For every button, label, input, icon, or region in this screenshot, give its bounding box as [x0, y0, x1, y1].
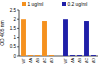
y-tick-label: 0.5 — [10, 44, 17, 49]
y-tick — [17, 37, 19, 38]
y-tick-label: 0 — [13, 54, 16, 59]
x-tick-label: WT — [22, 57, 26, 63]
bar — [77, 55, 82, 56]
bar — [21, 19, 26, 56]
bar — [35, 55, 40, 56]
y-label: OD 405 nm — [0, 20, 5, 46]
x-tick-label: WT — [64, 57, 68, 63]
y-tick — [17, 46, 19, 47]
x-tick-label: ΔC — [43, 58, 47, 63]
y-tick — [17, 28, 19, 29]
y-tick — [17, 19, 19, 20]
bar — [91, 55, 96, 56]
bar — [84, 21, 89, 56]
y-tick-label: 2.5 — [10, 8, 17, 13]
bar — [63, 19, 68, 56]
bar — [70, 55, 75, 56]
x-tick-label: ΔC — [85, 58, 89, 63]
x-tick-label: ΔA — [29, 57, 33, 62]
chart: 00.511.522.5OD 405 nmWTΔAΔBΔCΔDWTΔAΔBΔCΔ… — [0, 0, 100, 82]
legend-label: 0.2 ug/ml — [68, 2, 88, 7]
x-tick-label: ΔD — [92, 58, 96, 63]
x-tick-label: ΔB — [36, 57, 40, 62]
x-tick-label: ΔB — [78, 57, 82, 62]
legend-swatch — [62, 2, 66, 6]
y-tick-label: 1 — [13, 35, 16, 40]
y-axis — [19, 10, 20, 56]
bars — [21, 19, 96, 56]
x-tick-label: ΔD — [50, 58, 54, 63]
legend-swatch — [22, 2, 26, 6]
y-tick — [17, 10, 19, 11]
y-tick — [17, 56, 19, 57]
y-tick-label: 1.5 — [10, 26, 17, 31]
legend-label: 1 ug/ml — [28, 2, 44, 7]
x-tick-label: ΔA — [71, 57, 75, 62]
bar — [42, 21, 47, 56]
y-tick-label: 2 — [13, 17, 16, 22]
bar — [28, 55, 33, 56]
bar — [49, 55, 54, 56]
